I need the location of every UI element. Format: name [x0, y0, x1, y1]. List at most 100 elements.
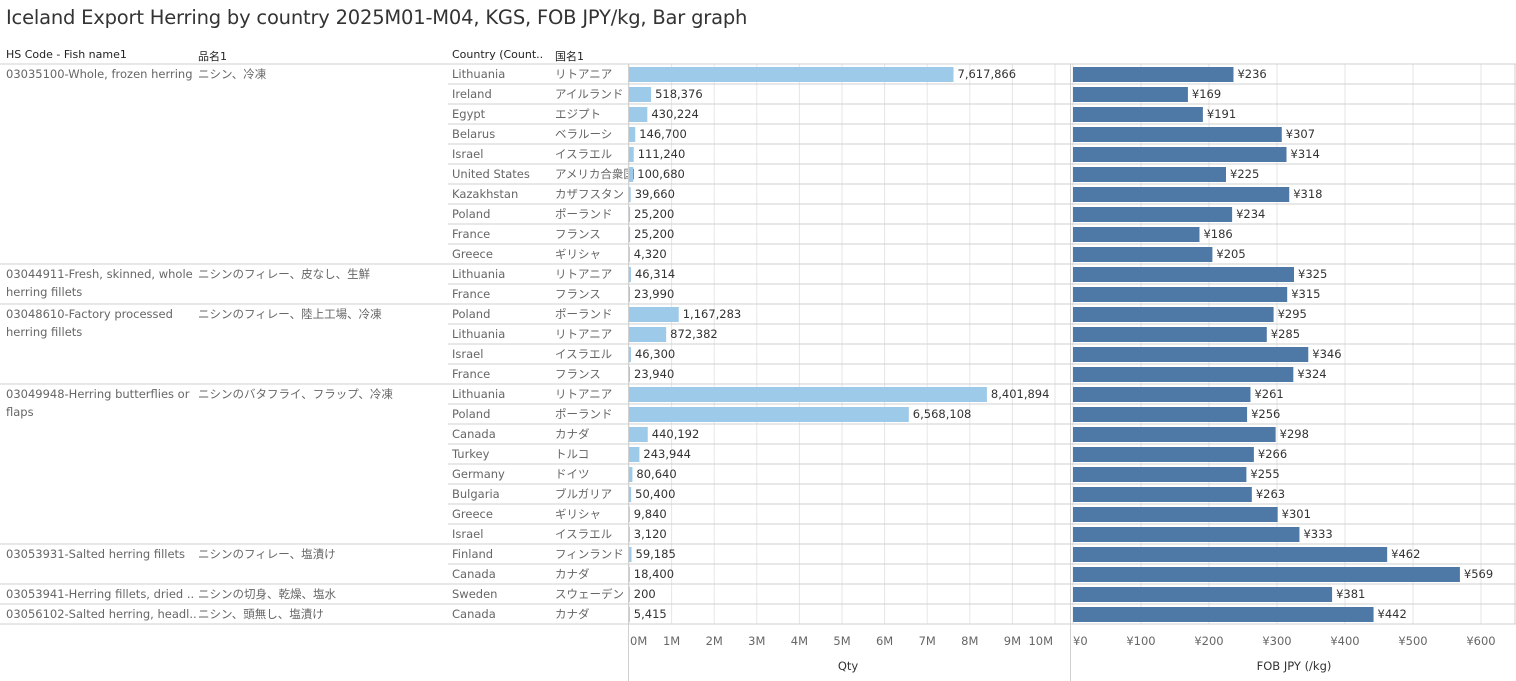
country-jp-label: ギリシャ [555, 247, 601, 261]
fob-bar[interactable] [1073, 587, 1333, 602]
fob-bar[interactable] [1073, 547, 1388, 562]
hs-code-label: 03056102-Salted herring, headl.. [6, 607, 197, 621]
country-jp-label: トルコ [555, 447, 589, 461]
fob-bar[interactable] [1073, 87, 1188, 102]
qty-bar[interactable] [629, 307, 679, 322]
fob-axis-tick: ¥200 [1194, 634, 1223, 648]
fob-value-label: ¥442 [1378, 607, 1407, 621]
qty-axis-tick: 1M [663, 634, 680, 648]
qty-bar[interactable] [629, 547, 632, 562]
country-label: Israel [452, 347, 483, 361]
country-label: Germany [452, 467, 505, 481]
fob-axis-tick: ¥400 [1330, 634, 1359, 648]
qty-bar[interactable] [629, 187, 631, 202]
fob-bar[interactable] [1073, 67, 1234, 82]
qty-bar[interactable] [629, 447, 640, 462]
qty-axis-tick: 0M [630, 634, 647, 648]
fob-bar[interactable] [1073, 427, 1276, 442]
qty-value-label: 7,617,866 [958, 67, 1017, 81]
jp-name-label: ニシンのフィレー、塩漬け [198, 547, 336, 561]
qty-bar[interactable] [629, 407, 909, 422]
qty-bar[interactable] [629, 247, 630, 262]
qty-value-label: 1,167,283 [683, 307, 742, 321]
qty-bar[interactable] [629, 367, 631, 382]
qty-value-label: 46,314 [635, 267, 675, 281]
fob-bar[interactable] [1073, 107, 1203, 122]
fob-bar[interactable] [1073, 527, 1300, 542]
qty-value-label: 440,192 [652, 427, 700, 441]
fob-bar[interactable] [1073, 507, 1278, 522]
qty-bar[interactable] [629, 207, 631, 222]
jp-name-label: ニシンのフィレー、皮なし、生鮮 [198, 267, 371, 281]
country-label: Israel [452, 147, 483, 161]
country-label: Lithuania [452, 387, 505, 401]
qty-bar[interactable] [629, 327, 667, 342]
qty-bar[interactable] [629, 567, 630, 582]
qty-bar[interactable] [629, 147, 634, 162]
fob-bar[interactable] [1073, 567, 1460, 582]
fob-axis-tick: ¥500 [1398, 634, 1427, 648]
qty-bar[interactable] [629, 87, 652, 102]
country-jp-label: ベラルーシ [555, 127, 612, 141]
fob-bar[interactable] [1073, 247, 1213, 262]
country-jp-label: リトアニア [555, 67, 612, 81]
qty-bar[interactable] [629, 67, 954, 82]
fob-bar[interactable] [1073, 407, 1248, 422]
fob-bar[interactable] [1073, 607, 1374, 622]
qty-bar[interactable] [629, 107, 648, 122]
qty-value-label: 50,400 [635, 487, 675, 501]
qty-bar[interactable] [629, 227, 631, 242]
fob-value-label: ¥263 [1256, 487, 1285, 501]
qty-bar[interactable] [629, 267, 631, 282]
fob-bar[interactable] [1073, 227, 1200, 242]
qty-bar[interactable] [629, 347, 631, 362]
fob-bar[interactable] [1073, 127, 1282, 142]
fob-bar[interactable] [1073, 347, 1309, 362]
qty-bar[interactable] [629, 527, 630, 542]
qty-value-label: 8,401,894 [991, 387, 1050, 401]
qty-value-label: 518,376 [655, 87, 703, 101]
qty-bar[interactable] [629, 467, 633, 482]
fob-bar[interactable] [1073, 447, 1254, 462]
qty-value-label: 25,200 [634, 207, 674, 221]
country-label: France [452, 367, 490, 381]
country-label: Kazakhstan [452, 187, 518, 201]
country-jp-label: イスラエル [555, 147, 612, 161]
fob-bar[interactable] [1073, 487, 1252, 502]
header-country-jp[interactable]: 国名1 [555, 50, 584, 63]
fob-bar[interactable] [1073, 387, 1251, 402]
qty-bar[interactable] [629, 587, 630, 602]
qty-axis-tick: 3M [748, 634, 765, 648]
fob-bar[interactable] [1073, 327, 1267, 342]
qty-bar[interactable] [629, 607, 630, 622]
fob-value-label: ¥191 [1207, 107, 1236, 121]
country-jp-label: イスラエル [555, 527, 612, 541]
fob-bar[interactable] [1073, 267, 1294, 282]
country-label: Bulgaria [452, 487, 500, 501]
qty-bar[interactable] [629, 287, 631, 302]
qty-bar[interactable] [629, 487, 632, 502]
qty-bar[interactable] [629, 507, 630, 522]
header-hs-code[interactable]: HS Code - Fish name1 [6, 48, 127, 61]
qty-bar[interactable] [629, 167, 634, 182]
qty-bar[interactable] [629, 387, 987, 402]
qty-bar[interactable] [629, 427, 648, 442]
header-country[interactable]: Country (Count.. [452, 48, 544, 61]
country-jp-label: カナダ [555, 567, 590, 581]
country-jp-label: アメリカ合衆国 [555, 167, 635, 181]
fob-bar[interactable] [1073, 187, 1290, 202]
qty-bar[interactable] [629, 127, 636, 142]
qty-value-label: 111,240 [638, 147, 686, 161]
fob-bar[interactable] [1073, 467, 1247, 482]
fob-value-label: ¥261 [1254, 387, 1283, 401]
fob-bar[interactable] [1073, 207, 1233, 222]
fob-bar[interactable] [1073, 367, 1294, 382]
fob-value-label: ¥255 [1250, 467, 1279, 481]
fob-bar[interactable] [1073, 147, 1287, 162]
fob-bar[interactable] [1073, 167, 1226, 182]
fob-bar[interactable] [1073, 307, 1274, 322]
fob-bar[interactable] [1073, 287, 1288, 302]
header-jp-name[interactable]: 品名1 [198, 50, 227, 63]
country-label: Ireland [452, 87, 492, 101]
fob-axis-tick: ¥0 [1073, 634, 1088, 648]
